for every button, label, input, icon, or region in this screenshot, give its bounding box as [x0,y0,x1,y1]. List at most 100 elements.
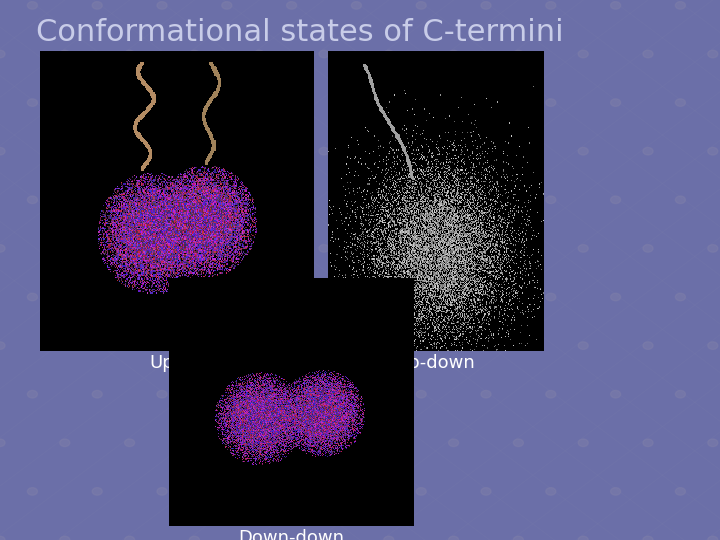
Circle shape [0,147,5,155]
Circle shape [675,390,685,398]
Text: Conformational states of C-termini: Conformational states of C-termini [36,18,564,47]
Circle shape [125,245,135,252]
Circle shape [27,293,37,301]
Circle shape [60,147,70,155]
Circle shape [157,293,167,301]
Circle shape [449,342,459,349]
Circle shape [481,99,491,106]
Circle shape [675,2,685,9]
Circle shape [319,245,329,252]
Circle shape [125,536,135,540]
Circle shape [189,147,199,155]
Circle shape [416,293,426,301]
Circle shape [0,342,5,349]
Circle shape [254,245,264,252]
Circle shape [384,245,394,252]
Circle shape [416,2,426,9]
Circle shape [125,147,135,155]
Circle shape [578,439,588,447]
Circle shape [481,196,491,204]
Circle shape [157,2,167,9]
Circle shape [384,439,394,447]
Circle shape [60,245,70,252]
Circle shape [189,245,199,252]
Circle shape [189,50,199,58]
Circle shape [708,147,718,155]
Circle shape [611,196,621,204]
Circle shape [222,488,232,495]
Circle shape [222,196,232,204]
Circle shape [351,488,361,495]
Circle shape [481,2,491,9]
Circle shape [546,390,556,398]
Circle shape [0,50,5,58]
Circle shape [189,439,199,447]
Circle shape [578,245,588,252]
Circle shape [222,2,232,9]
Circle shape [60,342,70,349]
Circle shape [222,293,232,301]
Circle shape [92,293,102,301]
Circle shape [27,196,37,204]
Circle shape [0,536,5,540]
Circle shape [481,293,491,301]
Circle shape [319,439,329,447]
Circle shape [449,536,459,540]
Circle shape [708,342,718,349]
Circle shape [92,2,102,9]
Circle shape [643,342,653,349]
Circle shape [351,99,361,106]
Circle shape [449,439,459,447]
Circle shape [222,99,232,106]
Text: Up-down: Up-down [396,354,475,372]
Circle shape [449,50,459,58]
Circle shape [578,147,588,155]
Circle shape [611,390,621,398]
Circle shape [254,147,264,155]
Circle shape [254,342,264,349]
Circle shape [125,342,135,349]
Circle shape [675,293,685,301]
Circle shape [513,50,523,58]
Text: Up-up: Up-up [149,354,204,372]
Circle shape [416,99,426,106]
Circle shape [513,439,523,447]
Circle shape [319,147,329,155]
Circle shape [416,488,426,495]
Circle shape [513,245,523,252]
Circle shape [675,196,685,204]
Circle shape [157,390,167,398]
Circle shape [384,536,394,540]
Circle shape [578,50,588,58]
Circle shape [546,196,556,204]
Circle shape [27,488,37,495]
Circle shape [546,488,556,495]
Circle shape [643,536,653,540]
Circle shape [157,99,167,106]
Circle shape [27,2,37,9]
Circle shape [319,342,329,349]
Circle shape [0,245,5,252]
Circle shape [287,390,297,398]
Circle shape [643,50,653,58]
Circle shape [481,488,491,495]
Circle shape [319,536,329,540]
Text: Down-down: Down-down [238,529,345,540]
Circle shape [546,2,556,9]
Circle shape [708,439,718,447]
Circle shape [319,50,329,58]
Circle shape [351,293,361,301]
Circle shape [449,147,459,155]
Circle shape [287,196,297,204]
Circle shape [92,99,102,106]
Circle shape [254,50,264,58]
Circle shape [60,536,70,540]
Circle shape [611,488,621,495]
Circle shape [189,536,199,540]
Circle shape [513,342,523,349]
Circle shape [675,488,685,495]
Circle shape [384,147,394,155]
Circle shape [611,99,621,106]
Circle shape [708,245,718,252]
Circle shape [351,196,361,204]
